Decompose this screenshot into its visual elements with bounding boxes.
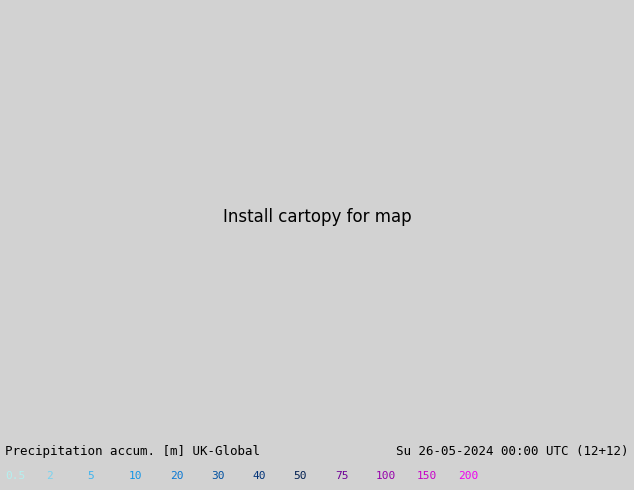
Text: 100: 100 <box>376 471 396 481</box>
Text: Su 26-05-2024 00:00 UTC (12+12): Su 26-05-2024 00:00 UTC (12+12) <box>396 445 629 458</box>
Text: 50: 50 <box>294 471 307 481</box>
Text: Install cartopy for map: Install cartopy for map <box>223 208 411 226</box>
Text: 75: 75 <box>335 471 348 481</box>
Text: Precipitation accum. [m] UK-Global: Precipitation accum. [m] UK-Global <box>5 445 260 458</box>
Text: 10: 10 <box>129 471 142 481</box>
Text: 2: 2 <box>46 471 53 481</box>
Text: 0.5: 0.5 <box>5 471 25 481</box>
Text: 150: 150 <box>417 471 437 481</box>
Text: 5: 5 <box>87 471 94 481</box>
Text: 30: 30 <box>211 471 224 481</box>
Text: 40: 40 <box>252 471 266 481</box>
Text: 200: 200 <box>458 471 479 481</box>
Text: 20: 20 <box>170 471 183 481</box>
